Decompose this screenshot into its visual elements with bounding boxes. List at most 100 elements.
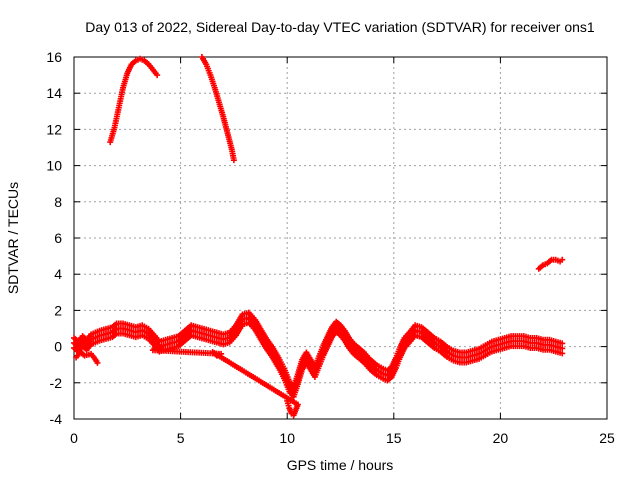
data-point [286,378,293,385]
data-point [337,322,344,329]
data-point [139,322,146,329]
data-points [71,54,566,419]
data-point [373,372,380,379]
data-point [456,359,463,366]
data-point [307,366,314,373]
x-axis-ticks: 0 5 10 15 20 25 [70,57,615,446]
data-point [311,363,318,370]
data-point [444,344,451,351]
data-point [324,343,331,350]
data-point [294,381,301,388]
data-point [514,343,521,350]
data-point [520,343,527,350]
grid [74,57,607,419]
data-point [324,333,331,340]
data-point [424,339,431,346]
data-point [482,342,489,349]
data-point [132,324,139,331]
data-point [226,339,233,346]
data-point [181,337,188,344]
data-point [175,343,182,350]
y-tick-label: 8 [54,194,62,210]
data-point [407,337,414,344]
data-point [303,359,310,366]
data-point [367,356,374,363]
data-point [88,331,95,338]
data-point [71,334,77,341]
y-tick-label: 16 [46,49,62,65]
data-point [401,344,408,351]
series-dip-scatter [149,341,301,419]
data-point [282,377,289,384]
data-point [384,367,391,374]
data-point [469,357,476,364]
data-point [275,364,282,371]
data-point [559,340,566,347]
data-point [463,359,470,366]
data-point [252,326,259,333]
data-point [431,334,438,341]
data-point [388,363,395,370]
chart-title: Day 013 of 2022, Sidereal Day-to-day VTE… [85,19,595,35]
data-point [239,311,246,318]
data-point [546,336,553,343]
data-point [239,321,246,328]
data-point [424,329,431,336]
data-point [307,356,314,363]
data-point [397,354,404,361]
data-point [282,367,289,374]
data-point [350,350,357,357]
data-point [245,319,252,326]
data-point [299,366,306,373]
data-point [92,339,99,346]
data-point [501,334,508,341]
data-point [495,346,502,353]
y-tick-label: 10 [46,158,62,174]
data-point [380,365,387,372]
series-early-spread [73,349,101,366]
data-point [552,338,559,345]
y-tick-label: -2 [50,375,63,391]
data-point [233,322,240,329]
data-point [431,344,438,351]
data-point [71,344,77,351]
data-point [145,325,152,332]
y-tick-label: 14 [46,85,62,101]
data-point [79,333,86,340]
data-point [463,349,470,356]
data-point [384,377,391,384]
y-tick-label: 4 [54,266,62,282]
data-point [262,344,269,351]
data-point [207,327,214,334]
data-point [303,349,310,356]
data-point [559,256,566,263]
data-point [328,334,335,341]
data-point [540,336,547,343]
series-arc-mid [535,256,566,272]
data-point [412,332,419,339]
data-point [527,344,534,351]
y-tick-label: 6 [54,230,62,246]
data-point [109,334,116,341]
data-point [373,362,380,369]
data-point [311,373,318,380]
data-point [175,333,182,340]
series-arc-high-2 [198,54,237,164]
data-point [540,346,547,353]
data-point [252,316,259,323]
data-point [341,327,348,334]
data-point [488,348,495,355]
data-point [226,329,233,336]
data-point [96,327,103,334]
data-point [181,327,188,334]
data-point [269,354,276,361]
data-point [508,333,515,340]
data-point [220,331,227,338]
data-point [88,341,95,348]
data-point [333,328,340,335]
data-point [401,334,408,341]
data-point [102,335,109,342]
data-point [552,348,559,355]
data-point [456,349,463,356]
data-point [213,329,220,336]
